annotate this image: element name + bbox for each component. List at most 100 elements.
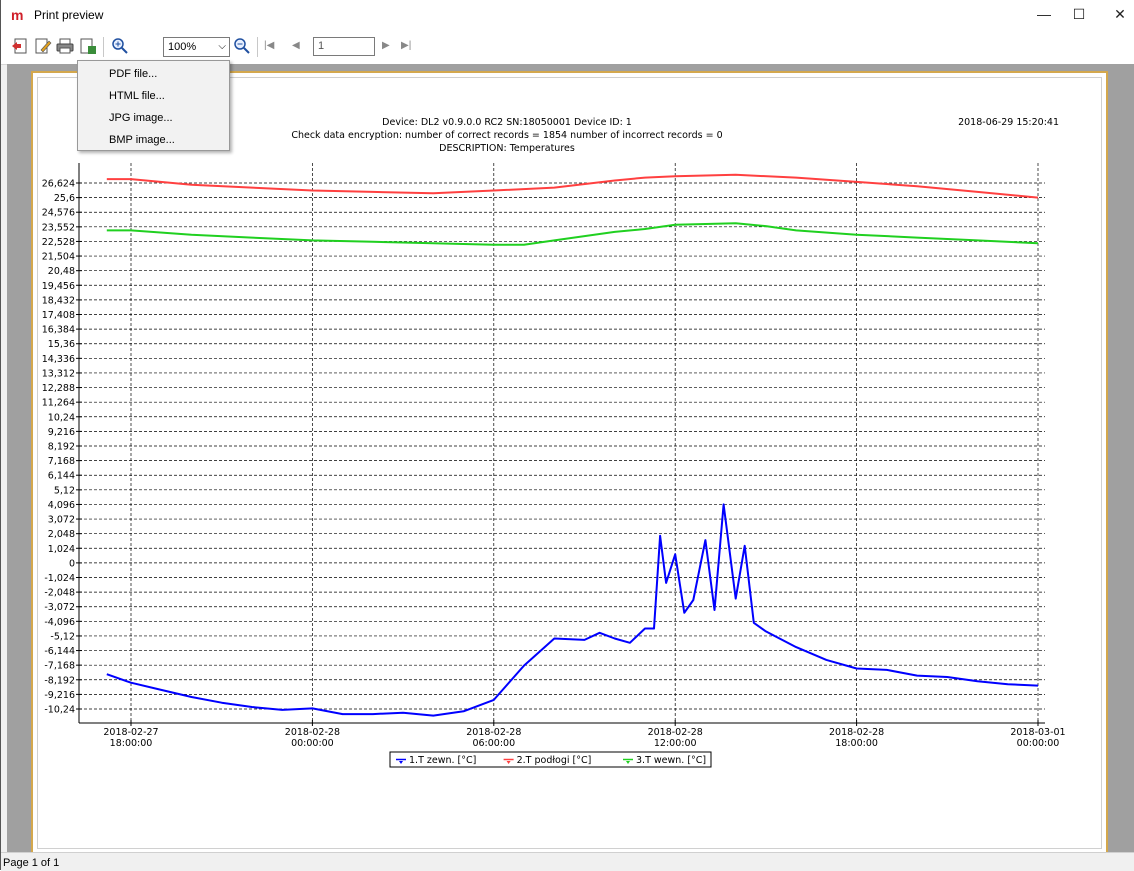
report-header-description: DESCRIPTION: Temperatures [439, 143, 575, 154]
y-tick-label: 0 [69, 558, 75, 569]
report-timestamp: 2018-06-29 15:20:41 [958, 117, 1059, 128]
app-logo: m [11, 7, 24, 23]
chevron-down-icon: ⌵ [218, 41, 226, 52]
y-tick-label: -8,192 [44, 675, 75, 686]
legend-box [389, 751, 712, 768]
y-tick-label: 21,504 [42, 252, 75, 263]
chart-legend: 1.T zewn. [°C] 2.T podłogi [°C] 3.T wewn. … [389, 751, 712, 768]
next-page-icon[interactable]: ▶ [382, 40, 390, 51]
previous-page-icon[interactable]: ◀ [292, 40, 300, 51]
y-tick-label: 25,6 [54, 193, 75, 204]
toolbar: 100% ⌵ |◀ ◀ 1 ▶ ▶| [1, 30, 1134, 65]
zoom-select[interactable]: 100% ⌵ [163, 37, 230, 57]
y-tick-label: 13,312 [42, 368, 75, 379]
toolbar-separator [257, 37, 258, 57]
export-icon[interactable] [11, 37, 29, 55]
first-page-icon[interactable]: |◀ [264, 40, 275, 51]
report-page: Device: DL2 v0.9.0.0 RC2 SN:18050001 Dev… [31, 71, 1108, 855]
menu-item-label: JPG image... [109, 112, 173, 124]
print-icon[interactable] [56, 37, 74, 55]
y-tick-label: -4,096 [44, 617, 75, 628]
legend-marker-1 [399, 761, 403, 764]
edit-icon[interactable] [34, 37, 52, 55]
window-title: Print preview [34, 8, 104, 22]
legend-marker-2 [506, 761, 511, 764]
y-tick-label: 14,336 [42, 354, 75, 365]
zoom-value: 100% [168, 41, 197, 53]
zoom-out-icon[interactable] [233, 37, 251, 55]
maximize-button[interactable]: ☐ [1072, 6, 1086, 22]
page-info: Page 1 of 1 [3, 857, 60, 869]
report-header-device: Device: DL2 v0.9.0.0 RC2 SN:18050001 Dev… [382, 117, 632, 128]
menu-item-bmp[interactable]: BMP image... [78, 129, 229, 151]
y-tick-label: 9,216 [48, 427, 75, 438]
y-tick-label: 5,12 [54, 485, 75, 496]
close-button[interactable]: ✕ [1114, 6, 1126, 22]
menu-item-jpg[interactable]: JPG image... [78, 107, 229, 129]
menu-item-label: PDF file... [109, 68, 158, 80]
menu-item-pdf[interactable]: PDF file... [78, 63, 229, 85]
x-tick-time: 12:00:00 [654, 738, 697, 749]
page-number-input[interactable]: 1 [313, 37, 375, 56]
y-tick-label: 22,528 [42, 237, 75, 248]
y-tick-label: 10,24 [48, 412, 75, 423]
series-line-2 [106, 173, 1039, 199]
y-tick-label: 3,072 [48, 515, 75, 526]
y-tick-label: 1,024 [48, 544, 75, 555]
menu-item-html[interactable]: HTML file... [78, 85, 229, 107]
x-tick-time: 18:00:00 [110, 738, 153, 749]
preview-viewport[interactable]: Device: DL2 v0.9.0.0 RC2 SN:18050001 Dev… [7, 64, 1134, 855]
title-bar: m Print preview — ☐ ✕ [1, 0, 1134, 30]
legend-label-2: 2.T podłogi [°C] [517, 755, 592, 766]
x-tick-time: 18:00:00 [835, 738, 878, 749]
y-tick-label: 18,432 [42, 295, 75, 306]
y-tick-label: 8,192 [48, 442, 75, 453]
legend-marker-3 [626, 761, 630, 764]
y-tick-label: -7,168 [44, 661, 75, 672]
y-tick-label: 19,456 [42, 281, 75, 292]
series-line-3 [106, 222, 1039, 246]
legend-label-1: 1.T zewn. [°C] [409, 755, 476, 766]
zoom-in-icon[interactable] [111, 37, 129, 55]
x-tick-time: 00:00:00 [291, 738, 334, 749]
y-tick-label: -3,072 [44, 602, 75, 613]
y-tick-label: 7,168 [48, 456, 75, 467]
y-tick-label: 11,264 [42, 398, 75, 409]
x-tick-date: 2018-02-28 [829, 727, 884, 738]
x-tick-date: 2018-02-28 [648, 727, 703, 738]
y-tick-label: 17,408 [42, 310, 75, 321]
page-number-value: 1 [318, 40, 325, 52]
x-tick-date: 2018-02-27 [103, 727, 158, 738]
minimize-button[interactable]: — [1037, 6, 1051, 22]
last-page-icon[interactable]: ▶| [401, 40, 412, 51]
legend-label-3: 3.T wewn. [°C] [636, 755, 706, 766]
y-tick-label: -10,24 [44, 705, 75, 716]
menu-item-label: HTML file... [109, 90, 165, 102]
x-tick-time: 00:00:00 [1017, 738, 1060, 749]
y-tick-label: 16,384 [42, 325, 75, 336]
y-tick-label: 2,048 [48, 529, 75, 540]
x-tick-date: 2018-03-01 [1010, 727, 1065, 738]
report-chart: Device: DL2 v0.9.0.0 RC2 SN:18050001 Dev… [42, 117, 1066, 768]
y-tick-label: 4,096 [48, 500, 75, 511]
y-tick-label: 20,48 [48, 266, 75, 277]
y-tick-label: -6,144 [44, 646, 75, 657]
menu-item-label: BMP image... [109, 134, 175, 146]
x-tick-date: 2018-02-28 [285, 727, 340, 738]
y-tick-label: 24,576 [42, 208, 75, 219]
y-tick-label: -9,216 [44, 690, 75, 701]
y-tick-label: 6,144 [48, 471, 75, 482]
x-tick-date: 2018-02-28 [466, 727, 521, 738]
page-setup-icon[interactable] [79, 37, 97, 55]
status-bar: Page 1 of 1 [1, 852, 1134, 871]
y-tick-label: 26,624 [42, 179, 75, 190]
series-line-1 [106, 503, 1039, 717]
y-tick-label: 15,36 [48, 339, 75, 350]
y-tick-label: 23,552 [42, 222, 75, 233]
export-menu: PDF file... HTML file... JPG image... BM… [77, 60, 230, 151]
y-tick-label: -5,12 [50, 631, 75, 642]
y-tick-label: -2,048 [44, 588, 75, 599]
report-header-encryption: Check data encryption: number of correct… [291, 130, 722, 141]
y-tick-label: -1,024 [44, 573, 75, 584]
